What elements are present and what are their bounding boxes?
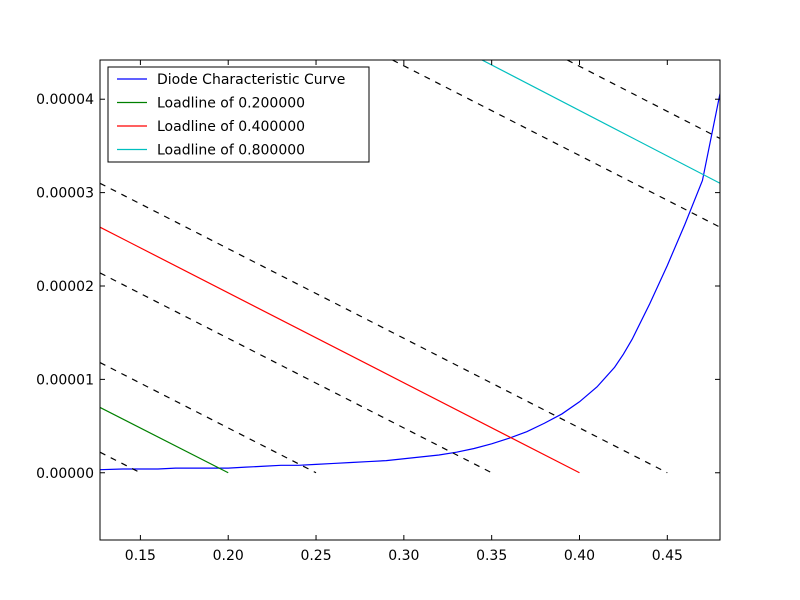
x-tick-label: 0.35 <box>476 548 507 564</box>
legend-label: Diode Characteristic Curve <box>157 72 345 88</box>
x-tick-label: 0.45 <box>652 548 683 564</box>
legend-label: Loadline of 0.400000 <box>157 119 305 135</box>
y-tick-label: 0.00002 <box>36 279 94 295</box>
legend-label: Loadline of 0.200000 <box>157 96 305 112</box>
series-line-1 <box>100 406 229 474</box>
series-line-0 <box>100 93 720 471</box>
x-tick-label: 0.25 <box>300 548 331 564</box>
series-line-2 <box>100 226 580 474</box>
x-tick-label: 0.40 <box>564 548 595 564</box>
loadline-dashed-5 <box>100 362 317 474</box>
series-line-3 <box>481 60 720 184</box>
legend-box <box>107 66 370 163</box>
loadline-dashed-9 <box>566 60 720 139</box>
y-tick-label: 0.00001 <box>36 372 94 388</box>
plot-frame <box>99 59 721 541</box>
loadline-dashed-7 <box>100 182 668 474</box>
x-tick-label: 0.15 <box>125 548 156 564</box>
loadline-dashed-4 <box>100 451 141 474</box>
x-tick-label: 0.30 <box>388 548 419 564</box>
legend-label: Loadline of 0.800000 <box>157 143 305 159</box>
legend: Diode Characteristic Curve Loadline of 0.… <box>107 66 370 163</box>
y-tick-label: 0.00003 <box>36 186 94 202</box>
series-layer <box>100 60 720 474</box>
y-tick-label: 0.00000 <box>36 466 94 482</box>
y-tick-label: 0.00004 <box>36 92 94 108</box>
loadline-dashed-6 <box>100 272 492 474</box>
loadline-dashed-8 <box>392 60 720 228</box>
x-tick-label: 0.20 <box>213 548 244 564</box>
tick-layer: 0.15 0.20 0.25 0.30 0.35 0.40 0.45 0.00000 0.000… <box>36 60 720 564</box>
